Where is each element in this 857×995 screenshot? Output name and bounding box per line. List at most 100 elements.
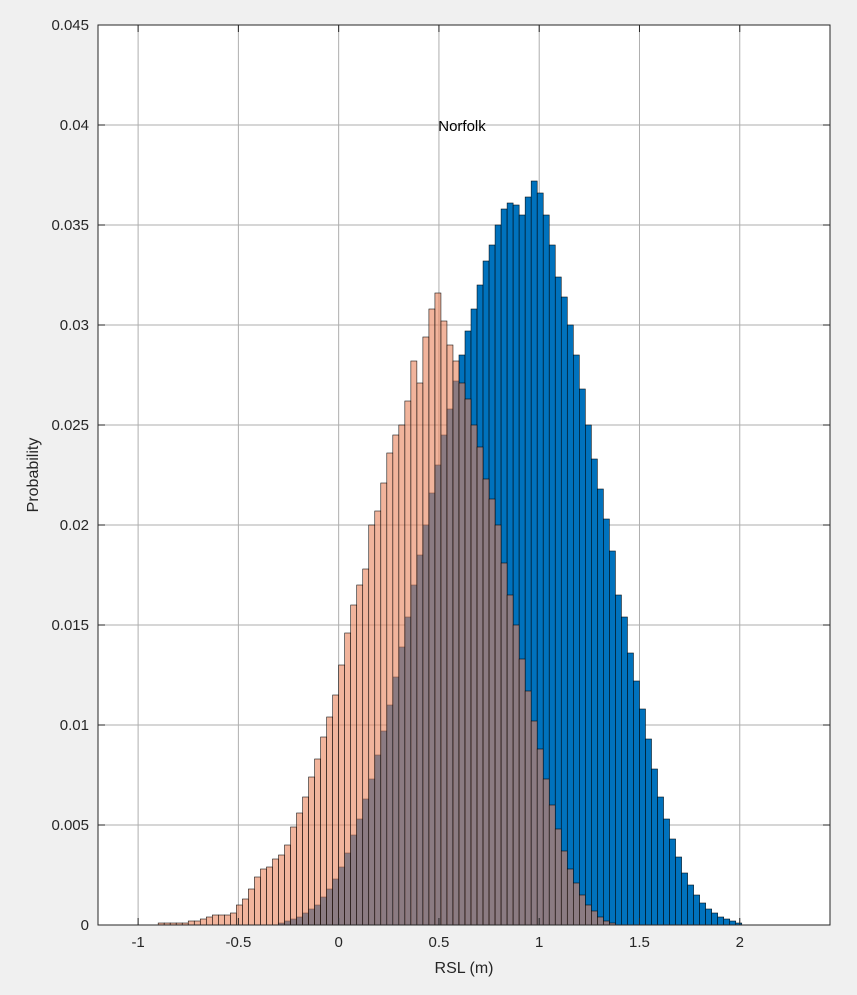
series-2-bar-49 xyxy=(452,360,460,926)
series-2-bar-47 xyxy=(440,320,448,926)
series-2-bar-46 xyxy=(434,292,442,926)
series-1-bar-63 xyxy=(657,796,664,926)
series-2-bar-33 xyxy=(356,584,364,926)
series-1-bar-54 xyxy=(603,518,610,926)
series-1-bar-57 xyxy=(621,616,628,926)
y-tick-label-8: 0.04 xyxy=(60,117,89,134)
series-2-bar-39 xyxy=(392,434,400,926)
series-2-bar-51 xyxy=(464,398,472,926)
tick-labels: -1 -0.5 0 0.5 1 1.5 2 0 0.005 0.01 0.015 0.02 0.025 0… xyxy=(51,17,743,951)
series-2-bar-73 xyxy=(597,916,604,926)
series-1-bar-56 xyxy=(615,594,622,926)
y-tick-label-9: 0.045 xyxy=(51,17,89,34)
series-2-bar-14 xyxy=(242,898,249,926)
series-2-bar-66 xyxy=(554,828,562,926)
y-tick-label-6: 0.03 xyxy=(60,317,89,334)
series-2-bar-74 xyxy=(603,920,610,926)
series-2-bar-13 xyxy=(236,904,243,926)
series-2-bar-59 xyxy=(512,624,520,926)
series-2-bar-27 xyxy=(320,736,327,926)
x-axis-label: RSL (m) xyxy=(435,960,494,977)
series-2-bar-20 xyxy=(278,854,285,926)
series-1-bar-49 xyxy=(572,354,580,926)
series-2-bar-48 xyxy=(446,344,454,926)
series-2-bar-72 xyxy=(591,910,598,926)
x-tick-label-5: 1.5 xyxy=(629,934,650,951)
series-1-bar-64 xyxy=(663,818,670,926)
series-2-bar-62 xyxy=(530,720,538,926)
series-2-bar-6 xyxy=(193,920,201,926)
series-2-bar-7 xyxy=(199,918,207,926)
series-1-bar-70 xyxy=(699,902,706,926)
series-2-bar-30 xyxy=(338,664,345,926)
series-2-bar-55 xyxy=(488,498,496,926)
series-2-bar-12 xyxy=(230,912,237,926)
series-2-bar-68 xyxy=(566,868,574,926)
series-1-bar-62 xyxy=(651,768,658,926)
series-2-bar-42 xyxy=(410,360,418,926)
series-2-bar-58 xyxy=(506,594,514,926)
x-tick-label-4: 1 xyxy=(535,934,543,951)
series-2-bar-18 xyxy=(266,866,273,926)
series-2-bar-26 xyxy=(314,758,321,926)
histogram-bars xyxy=(157,180,743,926)
series-2-bar-60 xyxy=(518,658,526,926)
series-2-bar-15 xyxy=(248,888,255,926)
location-annotation: Norfolk xyxy=(438,118,486,135)
y-tick-label-1: 0.005 xyxy=(51,817,89,834)
series-1-bar-58 xyxy=(627,652,634,926)
series-2-bar-8 xyxy=(205,916,213,926)
series-2-bar-25 xyxy=(308,776,315,926)
series-2-bar-63 xyxy=(536,748,544,926)
series-2-bar-28 xyxy=(326,716,333,926)
series-2-bar-56 xyxy=(494,524,502,926)
series-2-bar-44 xyxy=(422,336,430,926)
series-1-bar-60 xyxy=(639,708,646,926)
series-2-bar-61 xyxy=(524,690,532,926)
series-1-bar-68 xyxy=(687,884,694,926)
series-1-bar-50 xyxy=(579,388,586,926)
series-1-bar-67 xyxy=(681,872,688,926)
y-tick-label-4: 0.02 xyxy=(60,517,89,534)
series-1-bar-55 xyxy=(609,550,616,926)
series-1-bar-61 xyxy=(645,738,652,926)
x-tick-label-1: -0.5 xyxy=(225,934,251,951)
series-1-bar-53 xyxy=(597,488,604,926)
series-1-bar-65 xyxy=(669,838,676,926)
series-1-bar-66 xyxy=(675,856,682,926)
y-tick-label-0: 0 xyxy=(81,917,89,934)
series-2-bar-9 xyxy=(212,914,219,926)
series-2-bar-50 xyxy=(458,382,466,926)
series-2-bar-37 xyxy=(380,482,388,926)
series-2-bar-65 xyxy=(548,804,556,926)
series-2-bar-67 xyxy=(560,850,568,926)
series-2-bar-43 xyxy=(416,382,424,926)
series-2-bar-34 xyxy=(362,568,370,926)
series-1-bar-47 xyxy=(560,296,568,926)
series-2-bar-16 xyxy=(254,876,261,926)
series-2-bar-54 xyxy=(482,478,490,926)
y-tick-label-5: 0.025 xyxy=(51,417,89,434)
series-2-bar-29 xyxy=(332,694,339,926)
series-2-bar-71 xyxy=(585,904,592,926)
series-2-bar-53 xyxy=(476,446,484,926)
series-2-bar-19 xyxy=(272,858,279,926)
series-1-bar-71 xyxy=(705,908,712,926)
series-2-bar-40 xyxy=(398,424,406,926)
x-tick-label-2: 0 xyxy=(334,934,342,951)
series-1-bar-73 xyxy=(717,916,725,926)
series-2-bar-23 xyxy=(296,812,303,926)
x-tick-label-3: 0.5 xyxy=(429,934,450,951)
series-2-bar-38 xyxy=(386,452,394,926)
series-1-bar-52 xyxy=(591,458,598,926)
series-2-bar-11 xyxy=(224,914,231,926)
y-tick-label-3: 0.015 xyxy=(51,617,89,634)
series-2-bar-17 xyxy=(260,868,267,926)
series-1-bar-72 xyxy=(711,912,718,926)
series-2-bar-36 xyxy=(374,510,382,926)
x-tick-label-6: 2 xyxy=(736,934,744,951)
series-2-bar-35 xyxy=(368,524,376,926)
series-2-bar-31 xyxy=(344,632,351,926)
x-tick-label-0: -1 xyxy=(131,934,144,951)
series-2-bar-70 xyxy=(579,894,586,926)
